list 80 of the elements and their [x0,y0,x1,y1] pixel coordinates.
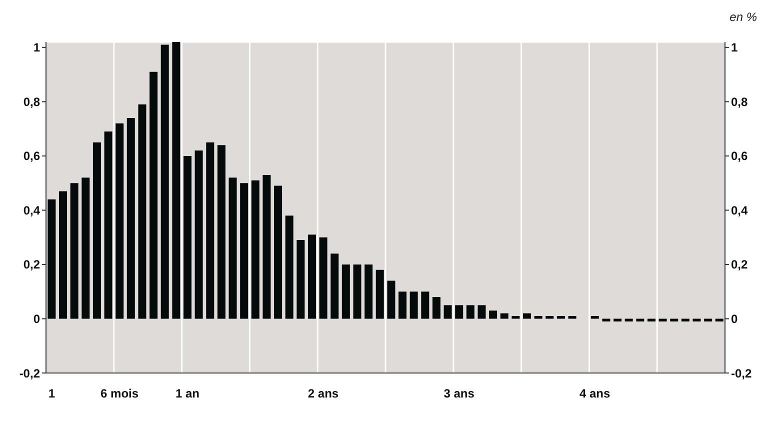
bar [421,292,430,319]
x-tick-label: 6 mois [100,386,139,401]
y2-tick-label: -0,2 [731,366,752,380]
bar [138,104,146,319]
bar [444,305,452,319]
bar [670,318,678,322]
y-tick-label: 1 [33,40,40,55]
bar [376,270,384,319]
bar [296,240,305,319]
bar [150,72,158,319]
bar [364,264,373,319]
bar [251,180,260,319]
y2-tick-label: 0,6 [731,149,748,164]
y-tick-label: 0,8 [23,94,40,109]
bar [478,305,486,319]
bar [184,156,192,319]
bar [534,316,542,319]
bar [681,318,690,322]
bar [647,318,656,322]
bar [59,191,68,319]
y-tick-label: 0,6 [23,149,40,164]
bar [398,292,407,319]
bar [308,234,316,319]
y-tick-label: -0,2 [19,366,40,380]
bar [692,318,701,322]
bar [48,199,56,319]
y-tick-label: 0,2 [23,258,40,272]
bar [116,123,124,319]
y-tick-label: 0 [33,312,40,326]
bar [342,264,350,319]
bar [624,318,633,322]
bar [387,280,396,319]
bar [240,183,248,319]
x-tick-label: 1 an [175,386,200,401]
y2-tick-label: 0,8 [731,94,748,109]
bar [92,142,101,319]
bar [206,142,214,319]
bar [704,318,712,322]
bar [262,174,271,319]
bar [658,318,667,322]
bar [285,216,294,319]
x-tick-label: 4 ans [580,386,611,401]
bar [274,186,282,319]
bar [319,237,328,319]
bar [194,150,203,319]
bar [568,316,576,319]
bar [500,313,508,319]
bar [522,313,531,319]
x-tick-label: 3 ans [444,386,475,401]
bar [512,316,520,319]
bar [489,310,498,319]
bar [160,44,169,319]
bar [82,178,90,319]
bar [432,297,440,319]
bar [556,316,565,319]
y2-tick-label: 0,4 [731,203,748,218]
y2-tick-label: 1 [731,40,738,55]
bar [353,264,362,319]
bar [217,145,226,319]
bar [715,318,724,322]
bar [590,316,599,319]
bar [614,318,622,322]
y2-tick-label: 0,2 [731,258,748,272]
bar [104,132,112,319]
bar [330,254,339,319]
bar [410,292,418,319]
bar [126,118,135,319]
bar [636,318,644,322]
bar [546,316,554,319]
bar [455,305,464,319]
bar [466,305,474,319]
text: en % [730,10,757,24]
y2-tick-label: 0 [731,312,738,326]
y-tick-label: 0,4 [23,203,40,218]
bar [172,42,180,319]
bar [70,183,78,319]
x-tick-label: 2 ans [308,386,339,401]
bar [228,178,237,319]
bar [602,318,610,322]
x-tick-label: 1 [48,386,56,401]
